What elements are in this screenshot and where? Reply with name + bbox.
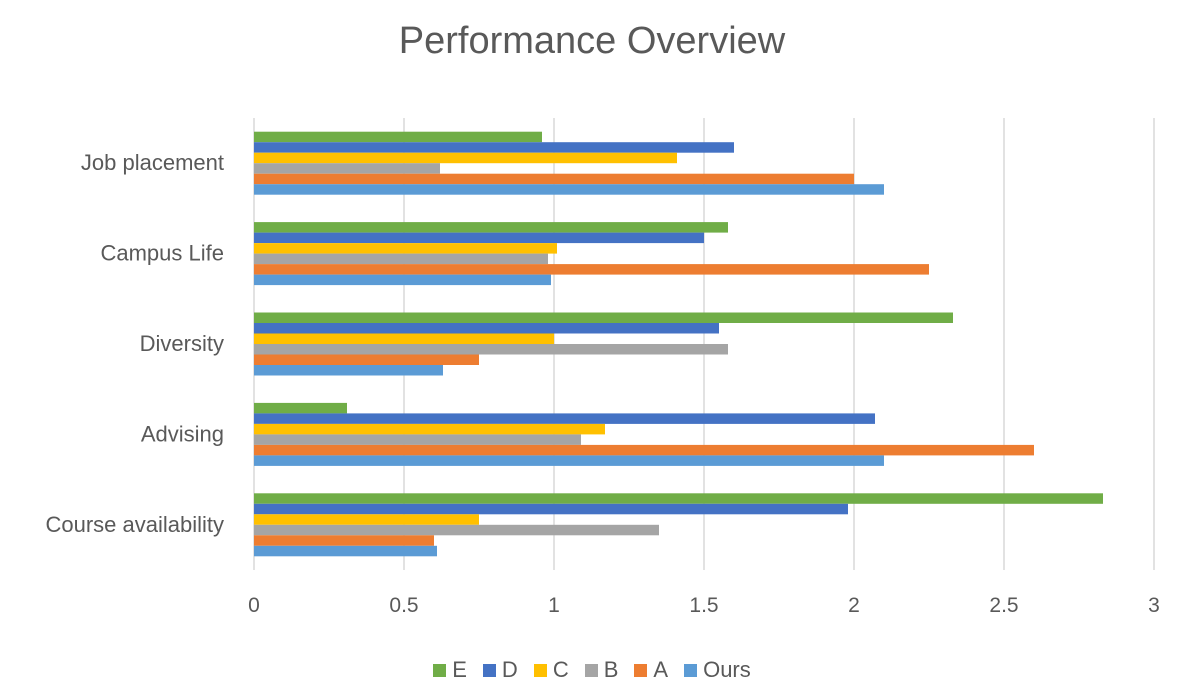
bar-d-3 [254,413,875,424]
legend-label: E [452,657,467,682]
legend-label: A [653,657,669,682]
bar-e-4 [254,493,1103,504]
x-tick-label: 3 [1148,594,1160,617]
legend-swatch [533,663,547,677]
legend-item: B [584,657,619,683]
bar-d-1 [254,232,704,244]
bar-c-0 [254,152,677,164]
legend-swatch [634,663,648,677]
category-label: Advising [141,421,224,446]
bar-b-3 [254,434,581,445]
x-tick-label: 2 [848,594,860,617]
legend-swatch [584,663,598,677]
legend-label: D [501,657,518,682]
category-label: Job placement [81,150,224,175]
legend-item: C [533,657,569,683]
x-tick-labels: 0 0.5 1 1.5 2 2.5 3 [248,594,1160,617]
bar-ours-2 [254,365,443,376]
legend-item: E [433,657,467,683]
bars [254,131,1103,557]
legend-swatch [684,663,698,677]
bar-c-3 [254,423,605,435]
bar-e-0 [254,131,542,143]
bar-ours-1 [254,274,551,286]
x-tick-label: 0 [248,594,260,617]
bar-c-2 [254,333,554,344]
legend-item: D [482,657,518,683]
bar-b-0 [254,163,440,174]
x-tick-label: 1.5 [689,594,718,617]
category-label: Course availability [45,512,224,537]
bar-b-4 [254,524,659,536]
x-tick-label: 2.5 [989,594,1018,617]
legend-label: B [603,657,619,682]
bar-ours-4 [254,545,437,557]
x-tick-label: 1 [548,594,560,617]
bar-d-4 [254,503,848,515]
category-labels: Job placement Campus Life Diversity Advisin… [45,150,224,537]
chart-title: Performance Overview [398,20,786,62]
bar-a-0 [254,173,854,185]
bar-ours-0 [254,184,884,195]
bar-e-1 [254,222,728,233]
bar-a-1 [254,264,929,275]
legend-item: A [634,657,668,683]
bar-c-1 [254,243,557,254]
legend-label: Ours [703,657,751,682]
bar-d-2 [254,323,719,334]
category-label: Campus Life [100,241,224,266]
bar-c-4 [254,514,479,525]
category-label: Diversity [140,331,224,356]
bar-a-3 [254,444,1034,456]
bar-a-4 [254,535,434,546]
bar-a-2 [254,354,479,365]
legend-swatch [433,663,447,677]
x-tick-label: 0.5 [389,594,418,617]
bar-d-0 [254,142,734,153]
legend: E D C B A Ours [0,657,1184,683]
bar-e-2 [254,312,953,323]
bar-b-2 [254,344,728,355]
legend-item: Ours [684,657,751,683]
legend-label: C [552,657,569,682]
bar-ours-3 [254,455,884,466]
bar-b-1 [254,253,548,265]
bar-e-3 [254,402,347,414]
legend-swatch [482,663,496,677]
